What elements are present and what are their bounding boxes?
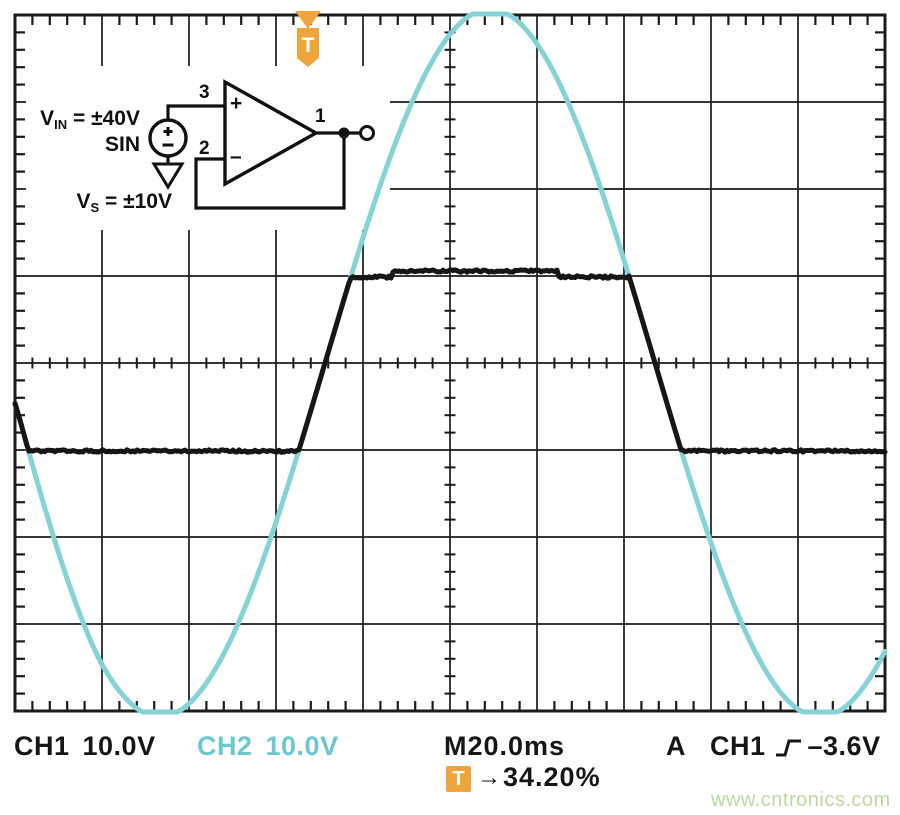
waveform-traces — [12, 11, 888, 715]
trigger-mode: A — [666, 731, 686, 761]
output-terminal-circle — [359, 125, 375, 141]
ch2-label: CH2 — [197, 731, 253, 761]
voltage-source-circle — [148, 118, 188, 158]
trigger-source: CH1 — [710, 731, 766, 761]
pin-3-label: 3 — [199, 82, 210, 103]
sin-label: SIN — [104, 133, 140, 156]
trigger-position-percent: 34.20% — [503, 762, 601, 792]
ground-symbol — [151, 162, 185, 190]
opamp-triangle — [223, 79, 320, 187]
ch1-scale: 10.0V — [82, 731, 156, 761]
circuit-background-patch — [26, 66, 390, 230]
trigger-readout: A CH1 –3.6V — [666, 731, 881, 762]
vs-subscript: S — [90, 200, 100, 215]
rising-edge-icon — [775, 739, 801, 756]
trigger-position-marker: T — [295, 11, 321, 67]
vs-symbol: V — [76, 190, 91, 213]
graticule — [13, 13, 887, 713]
ch1-label: CH1 — [14, 731, 70, 761]
trigger-flag-badge: T — [446, 766, 471, 792]
ch2-readout: CH2 10.0V — [197, 731, 339, 762]
opamp-minus-input-sign: – — [230, 145, 242, 168]
pin-1-label: 1 — [315, 106, 326, 127]
noninverting-input-wire — [166, 104, 225, 120]
trigger-flag-icon — [297, 28, 319, 67]
vs-label: VS = ±10V — [26, 190, 172, 215]
trigger-level: –3.6V — [807, 731, 881, 761]
feedback-wire — [194, 133, 346, 210]
vin-subscript: IN — [54, 117, 68, 132]
timebase-readout: M20.0ms — [444, 731, 566, 761]
vin-value: = ±40V — [67, 107, 140, 130]
ch1-readout: CH1 10.0V — [14, 731, 156, 762]
source-plus-sign — [163, 127, 173, 136]
trigger-arrow-icon — [295, 11, 321, 29]
ch1-trace — [12, 267, 888, 455]
output-junction-dot — [338, 127, 350, 139]
watermark: www.cntronics.com — [711, 789, 891, 811]
ch2-trace — [12, 11, 888, 715]
vin-symbol: V — [40, 107, 55, 130]
trigger-position-arrow-icon: → — [477, 764, 501, 791]
pin-2-label: 2 — [199, 138, 210, 159]
ch2-scale: 10.0V — [265, 731, 339, 761]
vs-value: = ±10V — [99, 190, 172, 213]
inset-circuit-diagram — [26, 66, 390, 230]
opamp-plus-input-sign: + — [230, 92, 243, 115]
vin-label: VIN = ±40V — [26, 107, 140, 132]
trigger-flag-letter: T — [302, 34, 315, 57]
